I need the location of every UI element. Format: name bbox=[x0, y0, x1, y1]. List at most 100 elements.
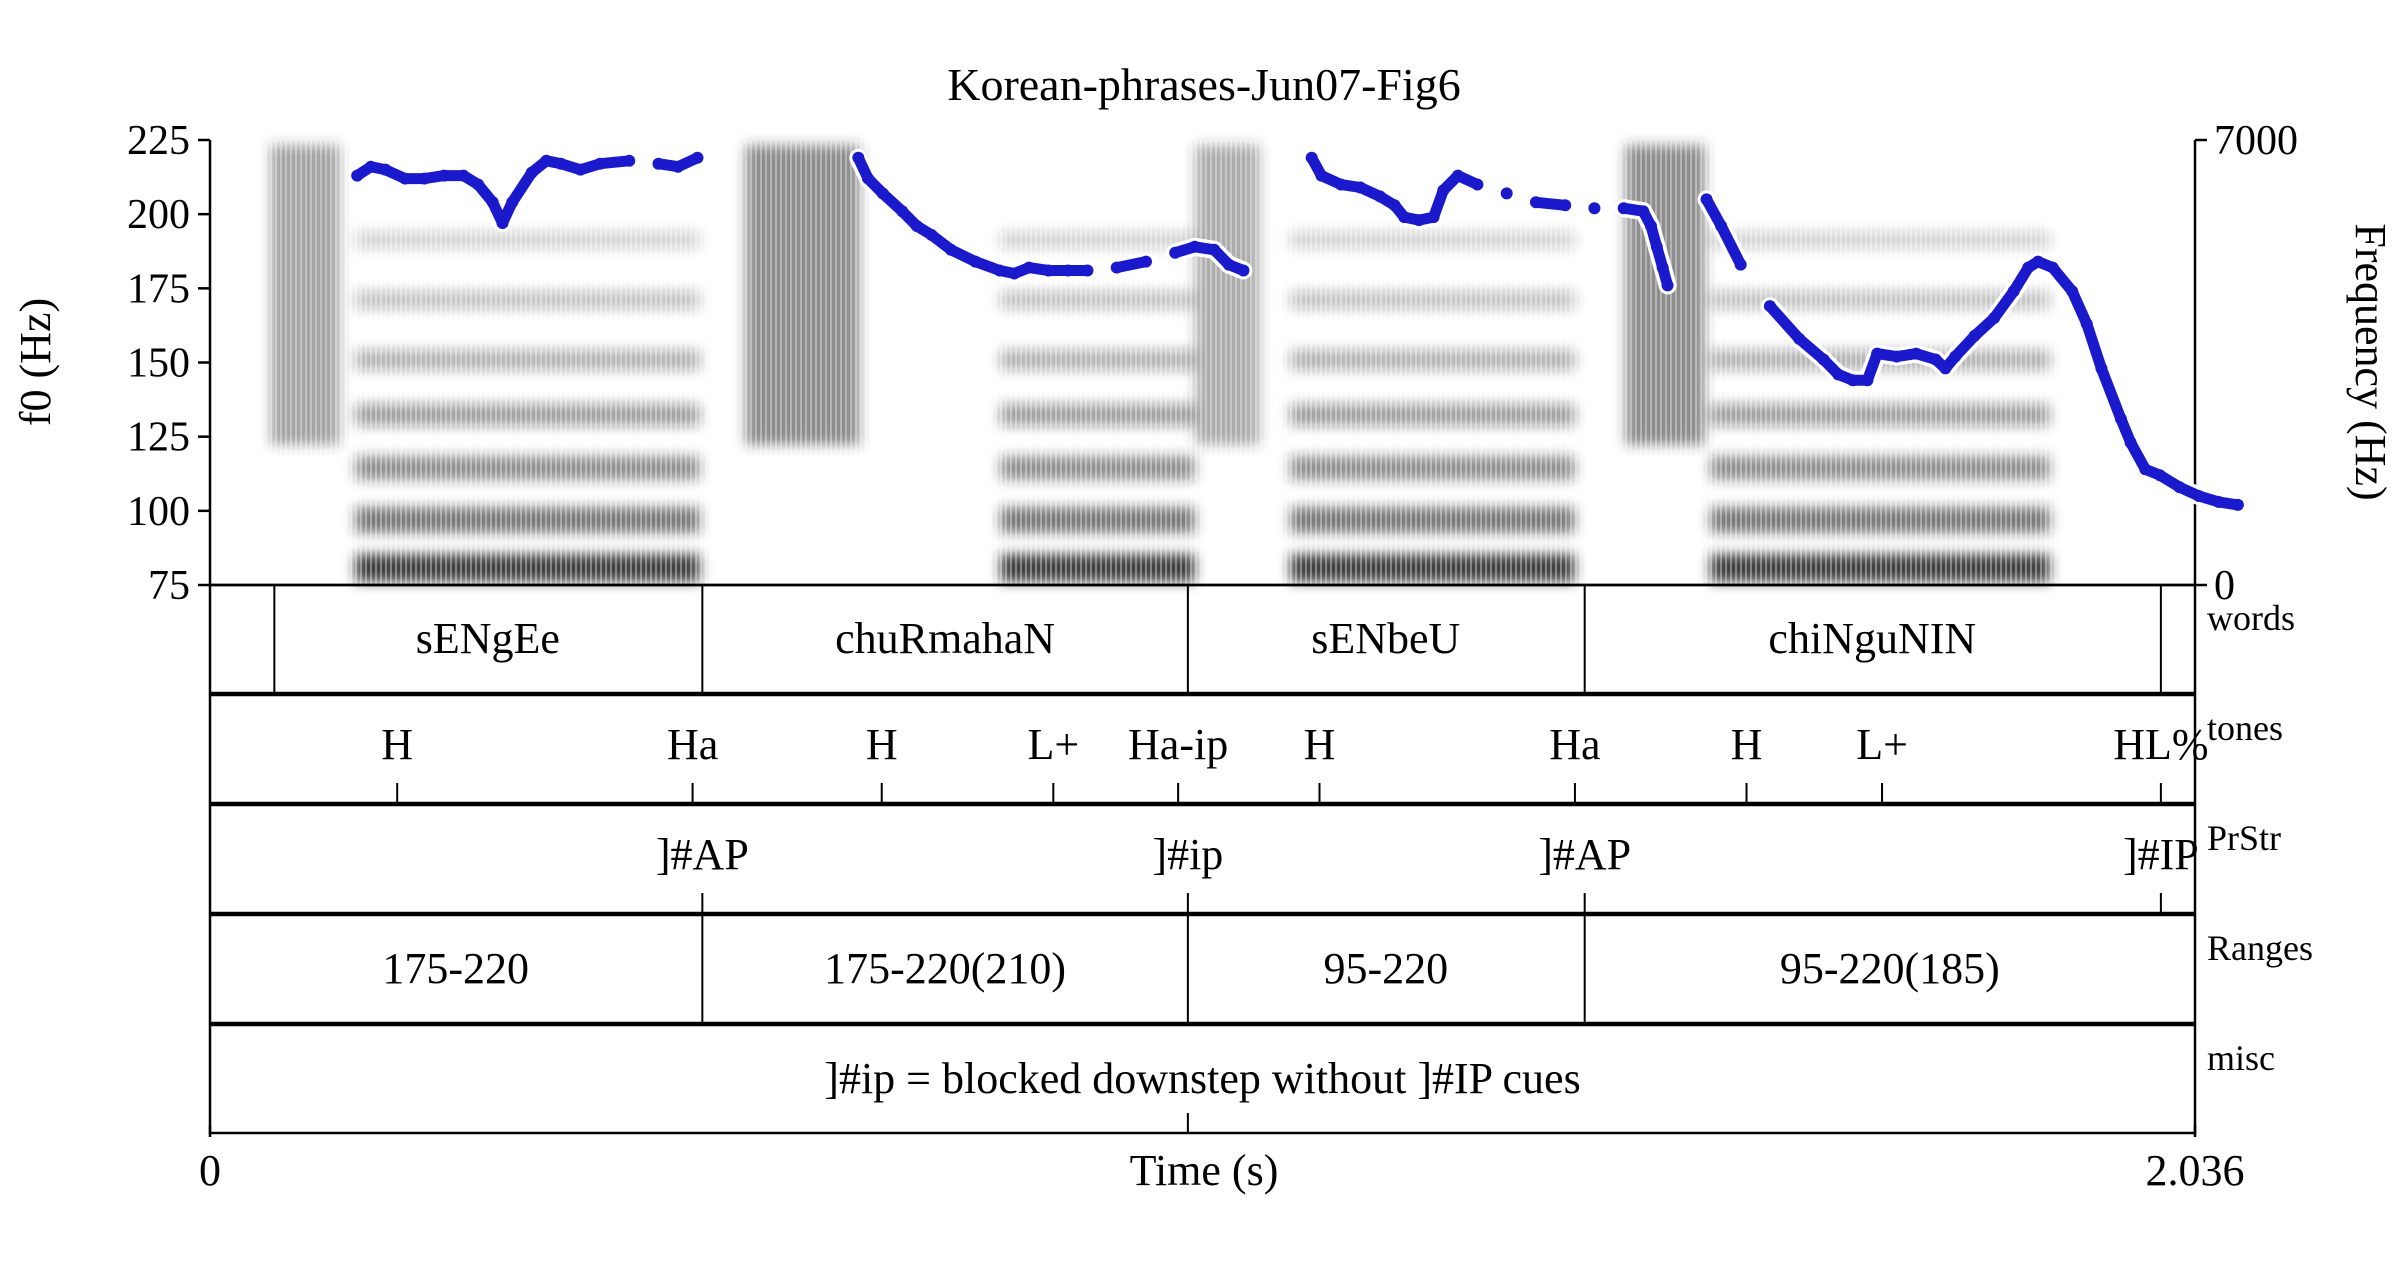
pitch-point bbox=[2139, 463, 2152, 476]
tier-name: tones bbox=[2207, 708, 2283, 748]
tier-point-label: H bbox=[1304, 720, 1336, 769]
pitch-point bbox=[1022, 261, 1035, 274]
tier-box bbox=[208, 693, 2197, 805]
y-tick-label: 100 bbox=[127, 489, 190, 535]
pitch-point bbox=[1871, 347, 1884, 360]
pitch-point bbox=[2032, 255, 2045, 268]
pitch-point bbox=[1188, 240, 1201, 253]
pitch-point bbox=[1373, 190, 1386, 203]
tier-interval-label: sENgEe bbox=[416, 614, 560, 663]
pitch-point bbox=[437, 169, 450, 182]
tier-point-label: ]#AP bbox=[656, 830, 749, 879]
tier-tones: tones H Ha H L+ Ha-ip H Ha H L+ HL% bbox=[208, 693, 2283, 805]
pitch-point bbox=[1208, 243, 1221, 256]
tier-point-label: Ha-ip bbox=[1128, 720, 1228, 769]
pitch-point bbox=[1354, 181, 1367, 194]
pitch-point bbox=[691, 151, 704, 164]
tier-point-label: Ha bbox=[667, 720, 718, 769]
x-axis: 0 2.036 Time (s) bbox=[199, 1125, 2245, 1195]
pitch-point bbox=[351, 169, 364, 182]
x-tick-label-end: 2.036 bbox=[2146, 1146, 2245, 1195]
pitch-point bbox=[925, 228, 938, 241]
tier-misc: misc ]#ip = blocked downstep without ]#IP… bbox=[208, 1023, 2275, 1135]
x-axis-label: Time (s) bbox=[1130, 1146, 1279, 1195]
y2-axis-label: Frequency (Hz) bbox=[2346, 223, 2395, 500]
pitch-point bbox=[1949, 350, 1962, 363]
y2-tick-label-top: 7000 bbox=[2214, 118, 2298, 164]
y-tick-label: 200 bbox=[127, 192, 190, 238]
tier-name: Ranges bbox=[2207, 928, 2313, 968]
tier-interval-label: 175-220 bbox=[382, 944, 529, 993]
pitch-point bbox=[1715, 220, 1728, 233]
pitch-point bbox=[852, 151, 865, 164]
pitch-point bbox=[1008, 267, 1021, 280]
pitch-point bbox=[2212, 495, 2225, 508]
tier-box bbox=[208, 803, 2197, 915]
tier-words: words sENgEe chuRmahaN sENbeU chiNguNIN bbox=[208, 583, 2295, 695]
pitch-point bbox=[1451, 169, 1464, 182]
pitch-point bbox=[1042, 264, 1055, 277]
pitch-point bbox=[2124, 436, 2137, 449]
pitch-point bbox=[1700, 193, 1713, 206]
pitch-point bbox=[1861, 374, 1874, 387]
pitch-point bbox=[486, 196, 499, 209]
tier-point-label: L+ bbox=[1027, 720, 1079, 769]
pitch-point bbox=[993, 264, 1006, 277]
pitch-point bbox=[1929, 353, 1942, 366]
annotation-tiers: words sENgEe chuRmahaN sENbeU chiNguNIN tones… bbox=[208, 583, 2313, 1135]
pitch-point bbox=[1656, 261, 1669, 274]
pitch-point bbox=[554, 157, 567, 170]
pitch-point bbox=[1412, 214, 1425, 227]
pitch-point bbox=[418, 172, 431, 185]
pitch-point bbox=[1169, 246, 1182, 259]
pitch-point bbox=[1398, 211, 1411, 224]
tier-ranges: Ranges 175-220 175-220(210) 95-220 95-220(18… bbox=[208, 913, 2313, 1025]
pitch-point bbox=[506, 196, 519, 209]
tier-interval-label: 95-220(185) bbox=[1780, 944, 2000, 993]
y2-tick-label-bottom: 0 bbox=[2214, 563, 2235, 609]
pitch-point bbox=[652, 157, 665, 170]
pitch-point bbox=[1661, 279, 1674, 292]
tier-name: misc bbox=[2207, 1038, 2275, 1078]
pitch-point bbox=[862, 172, 875, 185]
pitch-point bbox=[2095, 362, 2108, 375]
tier-interval-label: chuRmahaN bbox=[835, 614, 1055, 663]
y-tick-label: 175 bbox=[127, 266, 190, 312]
pitch-point bbox=[671, 160, 684, 173]
pitch-point bbox=[969, 255, 982, 268]
pitch-point bbox=[525, 166, 538, 179]
pitch-point bbox=[379, 163, 392, 176]
y-tick-label: 150 bbox=[127, 341, 190, 387]
pitch-point bbox=[1222, 258, 1235, 271]
pitch-point bbox=[1529, 196, 1542, 209]
tier-interval-label: chiNguNIN bbox=[1768, 614, 1976, 663]
pitch-point bbox=[2231, 498, 2244, 511]
pitch-point bbox=[2153, 469, 2166, 482]
tier-point-label: H bbox=[866, 720, 898, 769]
pitch-point bbox=[1427, 211, 1440, 224]
pitch-point bbox=[1988, 312, 2001, 324]
pitch-point bbox=[457, 169, 470, 182]
y-axis-label: f0 (Hz) bbox=[11, 298, 60, 426]
y-axis-right: 7000 0 bbox=[2195, 118, 2298, 609]
pitch-point bbox=[1968, 329, 1981, 342]
pitch-point bbox=[1939, 362, 1952, 375]
pitch-point bbox=[1237, 264, 1250, 277]
pitch-point bbox=[1334, 178, 1347, 191]
pitch-track bbox=[348, 148, 2247, 514]
pitch-point bbox=[472, 178, 485, 191]
pitch-point bbox=[364, 160, 377, 173]
pitch-point bbox=[2007, 285, 2020, 298]
pitch-point bbox=[896, 205, 909, 218]
pitch-point bbox=[910, 220, 923, 233]
tier-interval-label: ]#ip = blocked downstep without ]#IP cue… bbox=[824, 1054, 1580, 1103]
tier-point-label: HL% bbox=[2113, 720, 2208, 769]
pitch-point bbox=[2080, 317, 2093, 330]
y-tick-label: 125 bbox=[127, 415, 190, 461]
tier-interval-label: sENbeU bbox=[1311, 614, 1460, 663]
chart-title: Korean-phrases-Jun07-Fig6 bbox=[947, 59, 1461, 110]
pitch-point bbox=[574, 163, 587, 176]
pitch-point bbox=[1890, 350, 1903, 363]
tier-interval-label: 175-220(210) bbox=[824, 944, 1066, 993]
